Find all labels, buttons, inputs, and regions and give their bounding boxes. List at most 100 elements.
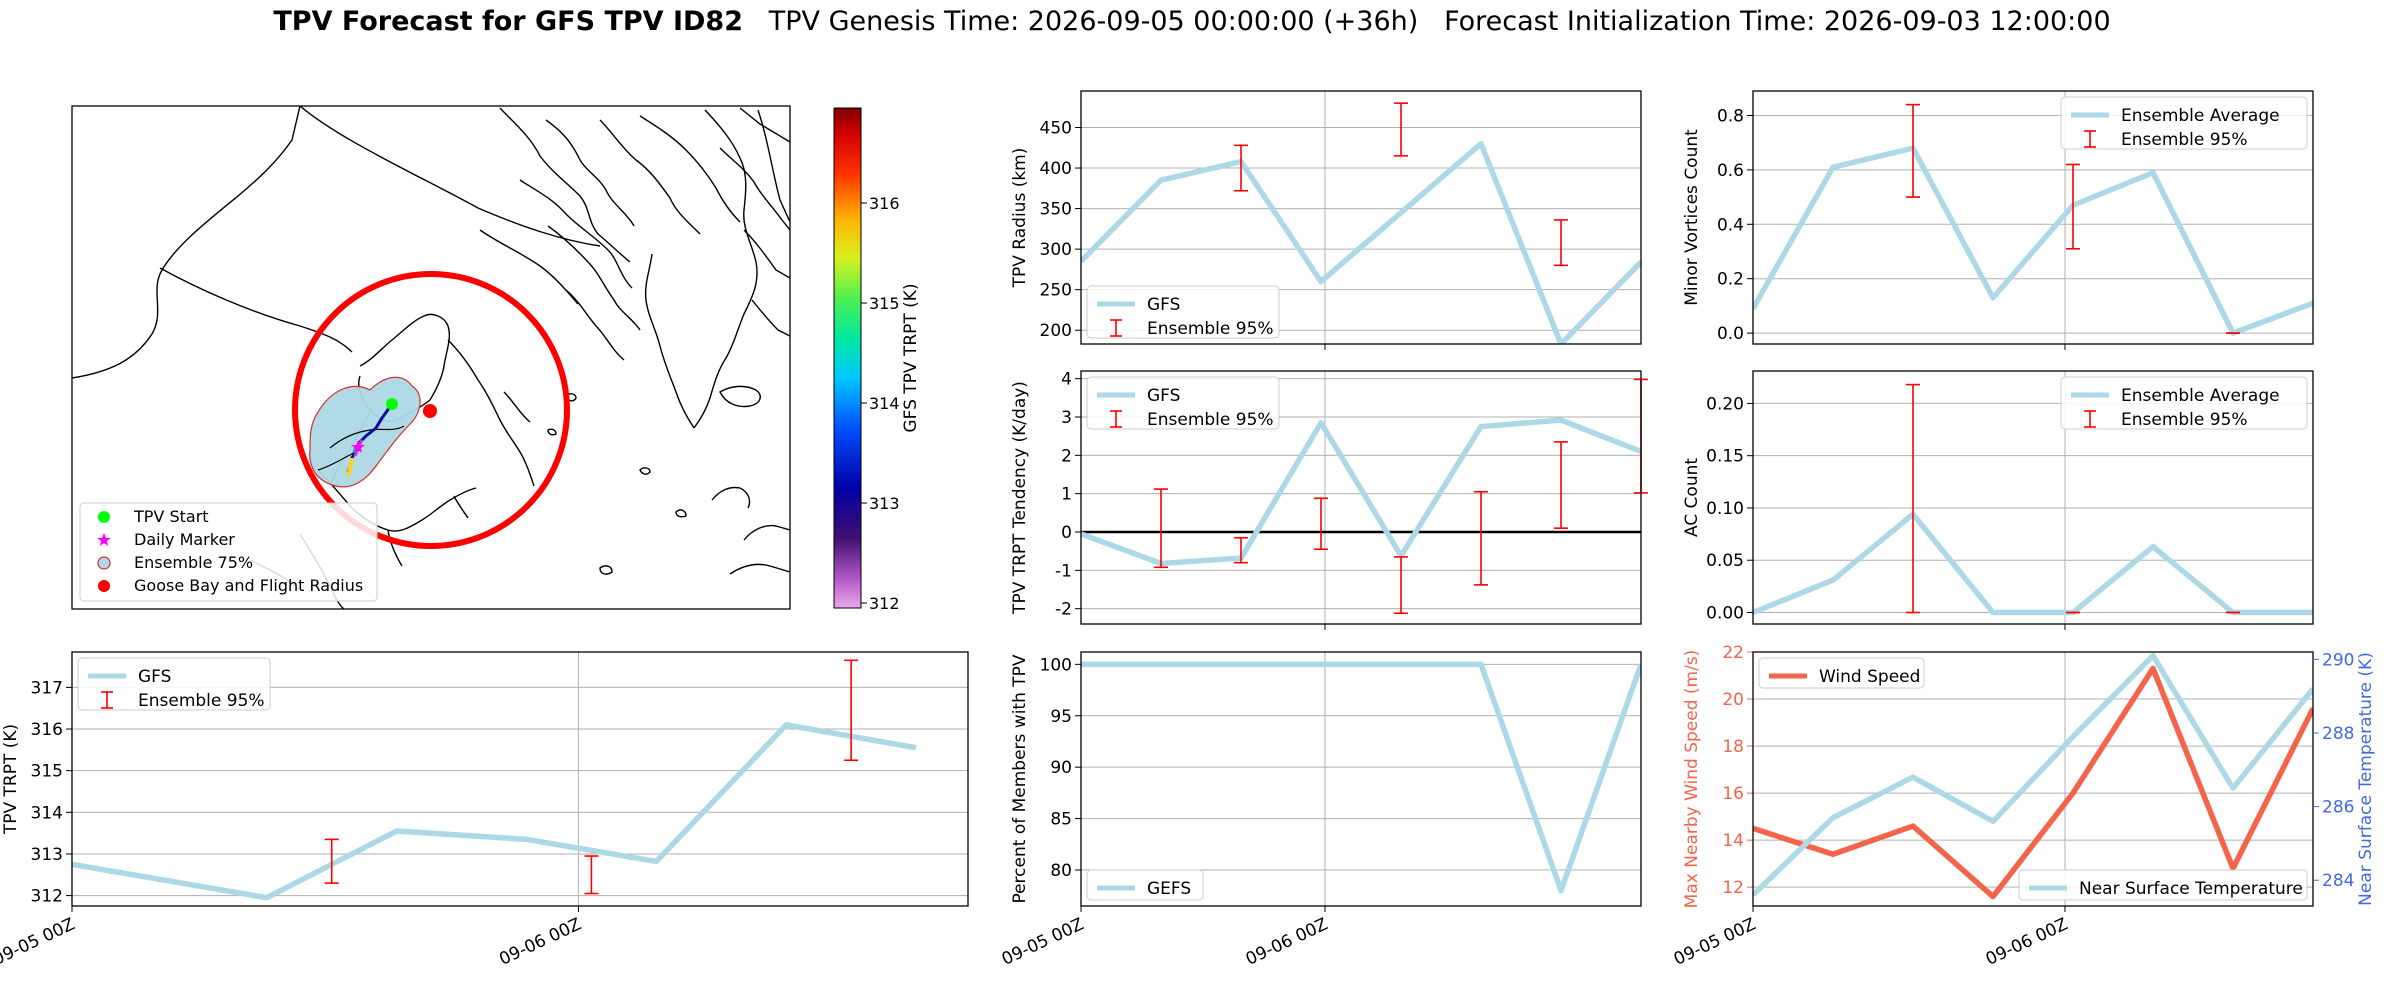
plot-frame [1080, 90, 1642, 345]
error-bar [1314, 497, 1328, 551]
y-tick-label: 2 [1061, 446, 1072, 466]
colorbar-label: GFS TPV TRPT (K) [901, 283, 921, 432]
y-tick-label: 100 [1040, 655, 1072, 675]
error-bar [1554, 441, 1568, 529]
y-tick-label: 0.6 [1717, 161, 1744, 181]
y-tick-label: 200 [1040, 321, 1072, 341]
legend-frame [1086, 869, 1204, 901]
y-tick-label: 317 [31, 678, 63, 698]
y-tick-label: -1 [1055, 561, 1072, 581]
legend-frame [1086, 285, 1280, 339]
plot-frame [1752, 370, 2314, 625]
title-init: Forecast Initialization Time: 2026-09-03… [1444, 6, 2111, 37]
plot-frame [1752, 90, 2314, 345]
daily-marker-icon [351, 440, 365, 453]
plot-frame [1080, 370, 1642, 625]
legend-frame [1086, 376, 1280, 430]
x-tick-label: 09-06 00Z [496, 914, 584, 969]
chart-wind_temp: 12 14 16 18 20 22 Max Nearby Wind Speed (m/s) 2… [1671, 643, 2376, 970]
colorbar-tick-label: 315 [869, 294, 900, 313]
chart-tendency: -2 -1 0 1 2 3 4 TPV TRPT Tendency (K/day) GFS Ens… [1010, 370, 1648, 630]
figure-title: TPV Forecast for GFS TPV ID82 TPV Genesi… [0, 6, 2384, 37]
y-tick-label: 0 [1061, 523, 1072, 543]
y-tick-label: 4 [1061, 370, 1072, 390]
series-line [72, 722, 917, 901]
x-tick-label: 09-06 00Z [1243, 914, 1331, 969]
error-bar [1906, 103, 1920, 198]
legend-label: Wind Speed [1819, 667, 1920, 687]
x-tick-label: 09-05 00Z [1671, 914, 1759, 969]
legend-label: GFS [1147, 295, 1180, 315]
map-legend-label: Goose Bay and Flight Radius [134, 576, 363, 595]
series-line [1081, 140, 1641, 344]
y-tick-label: 90 [1050, 758, 1072, 778]
series-line [1081, 417, 1641, 567]
error-bar [324, 838, 339, 884]
error-bar [1394, 102, 1408, 157]
y2-tick-label: 286 [2322, 798, 2354, 818]
title-main: TPV Forecast for GFS TPV ID82 [273, 6, 743, 37]
legend-label: Ensemble Average [2121, 106, 2280, 126]
y2-axis-label: Near Surface Temperature (K) [2356, 652, 2376, 906]
y2-tick-label: 284 [2322, 871, 2354, 891]
series-line [1753, 652, 2313, 897]
y-tick-label: 314 [31, 803, 63, 823]
y-tick-label: 0.05 [1706, 551, 1744, 571]
y-tick-label: 450 [1040, 118, 1072, 138]
y-tick-label: 85 [1050, 810, 1072, 830]
y-tick-label: 300 [1040, 240, 1072, 260]
y-tick-label: 16 [1722, 784, 1744, 804]
legend-frame [2018, 869, 2308, 901]
legend-label: GFS [138, 667, 171, 687]
y-tick-label: 0.20 [1706, 394, 1744, 414]
goose-bay-icon [98, 580, 110, 592]
chart-trpt: 312 313 314 315 316 317 TPV TRPT (K) 09-05 00Z 0… [0, 651, 969, 970]
y-tick-label: 0.2 [1717, 270, 1744, 290]
colorbar-gradient [833, 107, 862, 609]
y-tick-label: 313 [31, 845, 63, 865]
legend-frame [2060, 376, 2308, 430]
y-tick-label: 0.0 [1717, 324, 1744, 344]
x-tick-label: 09-05 00Z [0, 914, 78, 969]
legend: Ensemble Average Ensemble 95% [2060, 96, 2308, 150]
y-tick-label: 316 [31, 720, 63, 740]
series-line [1753, 145, 2313, 336]
legend-label: Ensemble 95% [1147, 319, 1274, 339]
y-tick-label: 312 [31, 887, 63, 907]
legend-label: Ensemble 95% [138, 691, 265, 711]
legend-frame [1758, 657, 1925, 689]
map-legend: TPV Start Daily Marker Ensemble 75% Goos… [79, 502, 378, 602]
error-bar [1906, 383, 1920, 614]
chart-ac: 0.00 0.05 0.10 0.15 0.20 AC Count Ensemble Ave… [1682, 370, 2314, 630]
error-bar [1154, 488, 1168, 569]
y-axis-label: AC Count [1682, 458, 1702, 537]
plot-frame [1752, 651, 2314, 907]
legend: GFS Ensemble 95% [1086, 285, 1280, 339]
colorbar: 312 313 314 315 316 GFS TPV TRPT (K) [833, 107, 921, 613]
legend: Wind Speed [1758, 657, 1925, 689]
y-tick-label: 250 [1040, 281, 1072, 301]
y-tick-label: 315 [31, 762, 63, 782]
y-tick-label: 20 [1722, 690, 1744, 710]
legend-label: GEFS [1147, 879, 1191, 899]
legend: GFS Ensemble 95% [77, 657, 271, 711]
map-legend-label: Daily Marker [134, 530, 235, 549]
error-bar [1554, 219, 1568, 267]
legend-errorbar-icon [1110, 410, 1122, 428]
plot-frame [71, 651, 969, 907]
y-tick-label: 0.10 [1706, 499, 1744, 519]
map-legend-label: Ensemble 75% [134, 553, 253, 572]
y-tick-label: 0.15 [1706, 447, 1744, 467]
legend-label: Ensemble 95% [1147, 410, 1274, 430]
y-axis-label: TPV TRPT Tendency (K/day) [1010, 381, 1030, 615]
chart-radius: 200 250 300 350 400 450 TPV Radius (km) GFS Ense… [1010, 90, 1642, 350]
x-tick-label: 09-05 00Z [999, 914, 1087, 969]
y-tick-label: -2 [1055, 600, 1072, 620]
legend: Ensemble Average Ensemble 95% [2060, 376, 2308, 430]
tpv-start-marker [386, 398, 398, 410]
error-bar [1234, 144, 1248, 192]
colorbar-tick-label: 316 [869, 194, 900, 213]
legend-label: GFS [1147, 386, 1180, 406]
legend-frame [77, 657, 271, 711]
